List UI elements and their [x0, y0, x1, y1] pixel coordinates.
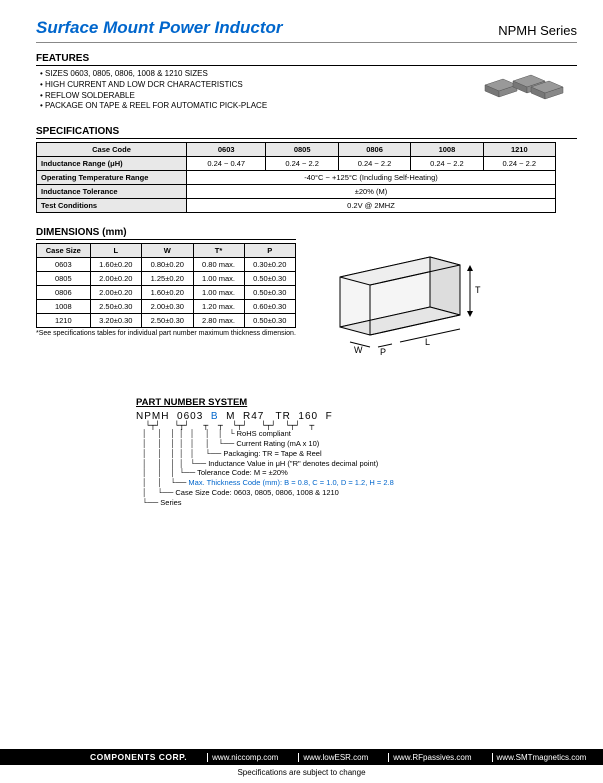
footer-link[interactable]: www.niccomp.com: [207, 753, 278, 762]
table-row: 08062.00±0.201.60±0.201.00 max.0.50±0.30: [37, 286, 296, 300]
cell: 0.24 ~ 2.2: [338, 157, 410, 171]
table-row: 10082.50±0.302.00±0.301.20 max.0.60±0.30: [37, 300, 296, 314]
company-name: COMPONENTS CORP.: [90, 752, 187, 762]
dims-note: *See specifications tables for individua…: [36, 330, 296, 337]
table-row: Operating Temperature Range -40°C ~ +125…: [37, 171, 556, 185]
chip-illustration: [477, 63, 567, 103]
row-label: Inductance Range (μH): [37, 157, 187, 171]
svg-text:P: P: [380, 347, 386, 357]
col-header: 0806: [338, 143, 410, 157]
col-header: W: [142, 244, 193, 258]
table-row: Test Conditions 0.2V @ 2MHZ: [37, 199, 556, 213]
header-row: Surface Mount Power Inductor NPMH Series: [36, 18, 577, 43]
col-header: Case Size: [37, 244, 91, 258]
col-header: L: [90, 244, 141, 258]
col-header: 1210: [483, 143, 555, 157]
pn-heading: PART NUMBER SYSTEM: [136, 397, 577, 408]
footer-bar: COMPONENTS CORP. www.niccomp.com www.low…: [0, 749, 603, 765]
footer-link[interactable]: www.RFpassives.com: [388, 753, 471, 762]
svg-text:L: L: [425, 337, 430, 347]
row-label: Inductance Tolerance: [37, 185, 187, 199]
col-header: 1008: [411, 143, 483, 157]
table-row: 12103.20±0.302.50±0.302.80 max.0.50±0.30: [37, 314, 296, 328]
col-header: Case Code: [37, 143, 187, 157]
row-label: Operating Temperature Range: [37, 171, 187, 185]
dims-heading: DIMENSIONS (mm): [36, 227, 296, 240]
table-row: Case Code 0603 0805 0806 1008 1210: [37, 143, 556, 157]
cell: 0.24 ~ 2.2: [266, 157, 338, 171]
table-row: 08052.00±0.201.25±0.201.00 max.0.50±0.30: [37, 272, 296, 286]
feature-item: PACKAGE ON TAPE & REEL FOR AUTOMATIC PIC…: [40, 101, 577, 112]
box-diagram: W P L T: [320, 247, 500, 357]
cell: 0.24 ~ 0.47: [187, 157, 266, 171]
table-row: Case Size L W T* P: [37, 244, 296, 258]
series-name: NPMH Series: [498, 23, 577, 38]
cell: 0.2V @ 2MHZ: [187, 199, 556, 213]
dimensions-table: Case Size L W T* P 06031.60±0.200.80±0.2…: [36, 243, 296, 328]
cell: 0.24 ~ 2.2: [483, 157, 555, 171]
footer: COMPONENTS CORP. www.niccomp.com www.low…: [0, 749, 603, 783]
part-number-section: PART NUMBER SYSTEM NPMH 0603 B M R47 TR …: [136, 397, 577, 507]
svg-text:T: T: [475, 285, 481, 295]
cell: 0.24 ~ 2.2: [411, 157, 483, 171]
cell: ±20% (M): [187, 185, 556, 199]
col-header: P: [244, 244, 295, 258]
cell: -40°C ~ +125°C (Including Self-Heating): [187, 171, 556, 185]
footer-link[interactable]: www.lowESR.com: [298, 753, 368, 762]
row-label: Test Conditions: [37, 199, 187, 213]
col-header: 0805: [266, 143, 338, 157]
table-row: 06031.60±0.200.80±0.200.80 max.0.30±0.20: [37, 258, 296, 272]
svg-text:W: W: [354, 345, 363, 355]
footer-link[interactable]: www.SMTmagnetics.com: [492, 753, 587, 762]
pn-brackets: └┬┘ └┬┘ ┬ ┬ └┬┘ └┬┘ └┬┘ ┬: [136, 422, 577, 429]
table-row: Inductance Tolerance ±20% (M): [37, 185, 556, 199]
table-row: Inductance Range (μH) 0.24 ~ 0.47 0.24 ~…: [37, 157, 556, 171]
pn-desc-lines: │ │ │ │ │ │ │ └ RoHS compliant │ │ │ │ │…: [136, 429, 577, 507]
features-section: FEATURES SIZES 0603, 0805, 0806, 1008 & …: [36, 53, 577, 112]
col-header: 0603: [187, 143, 266, 157]
page-title: Surface Mount Power Inductor: [36, 18, 283, 38]
specs-heading: SPECIFICATIONS: [36, 126, 577, 139]
footer-sub: Specifications are subject to change: [0, 765, 603, 783]
specs-table: Case Code 0603 0805 0806 1008 1210 Induc…: [36, 142, 556, 213]
col-header: T*: [193, 244, 244, 258]
